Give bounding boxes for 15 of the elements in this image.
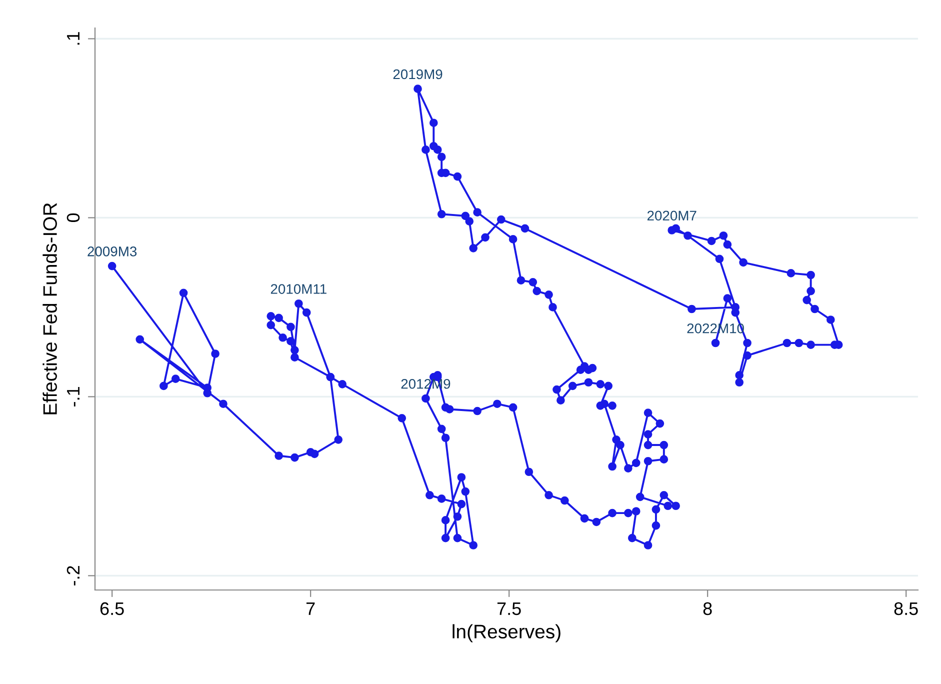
- x-tick-label: 8.5: [894, 602, 918, 616]
- y-tick-label: -.1: [67, 387, 80, 406]
- y-axis-title: Effective Fed Funds-IOR: [42, 203, 57, 414]
- x-tick-label: 6.5: [100, 602, 124, 616]
- annotation: 2019M9: [393, 69, 442, 80]
- annotation: 2009M3: [88, 246, 137, 256]
- annotation: 2010M11: [270, 284, 326, 294]
- x-tick-label: 8: [703, 602, 712, 616]
- x-axis-title: ln(Reserves): [452, 624, 560, 642]
- x-tick-label: 7: [306, 602, 315, 615]
- y-tick-label: -.2: [66, 566, 80, 586]
- y-tick-label: .1: [67, 32, 80, 45]
- y-tick-label: 0: [66, 213, 80, 222]
- x-tick-label: 7.5: [497, 602, 521, 616]
- annotation: 2020M7: [647, 210, 696, 221]
